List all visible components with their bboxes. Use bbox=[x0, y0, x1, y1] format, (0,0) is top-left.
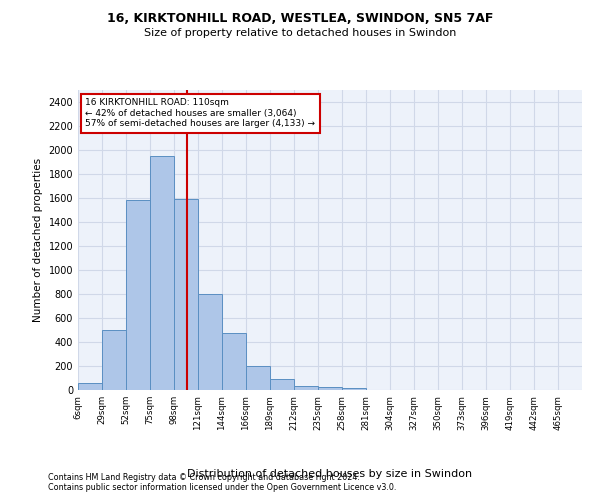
Bar bbox=[78, 383, 102, 390]
Bar bbox=[126, 200, 150, 390]
Text: 16, KIRKTONHILL ROAD, WESTLEA, SWINDON, SN5 7AF: 16, KIRKTONHILL ROAD, WESTLEA, SWINDON, … bbox=[107, 12, 493, 26]
Text: 16 KIRKTONHILL ROAD: 110sqm
← 42% of detached houses are smaller (3,064)
57% of : 16 KIRKTONHILL ROAD: 110sqm ← 42% of det… bbox=[85, 98, 315, 128]
Text: Contains HM Land Registry data © Crown copyright and database right 2024.: Contains HM Land Registry data © Crown c… bbox=[48, 474, 360, 482]
Text: Size of property relative to detached houses in Swindon: Size of property relative to detached ho… bbox=[144, 28, 456, 38]
X-axis label: Distribution of detached houses by size in Swindon: Distribution of detached houses by size … bbox=[187, 468, 473, 478]
Y-axis label: Number of detached properties: Number of detached properties bbox=[33, 158, 43, 322]
Bar bbox=[222, 333, 246, 390]
Bar bbox=[294, 386, 318, 390]
Bar bbox=[174, 199, 198, 390]
Bar bbox=[246, 366, 270, 390]
Bar bbox=[198, 294, 222, 390]
Bar bbox=[342, 388, 366, 390]
Bar bbox=[150, 156, 174, 390]
Bar bbox=[102, 330, 126, 390]
Bar bbox=[270, 379, 294, 390]
Text: Contains public sector information licensed under the Open Government Licence v3: Contains public sector information licen… bbox=[48, 484, 397, 492]
Bar bbox=[318, 386, 342, 390]
